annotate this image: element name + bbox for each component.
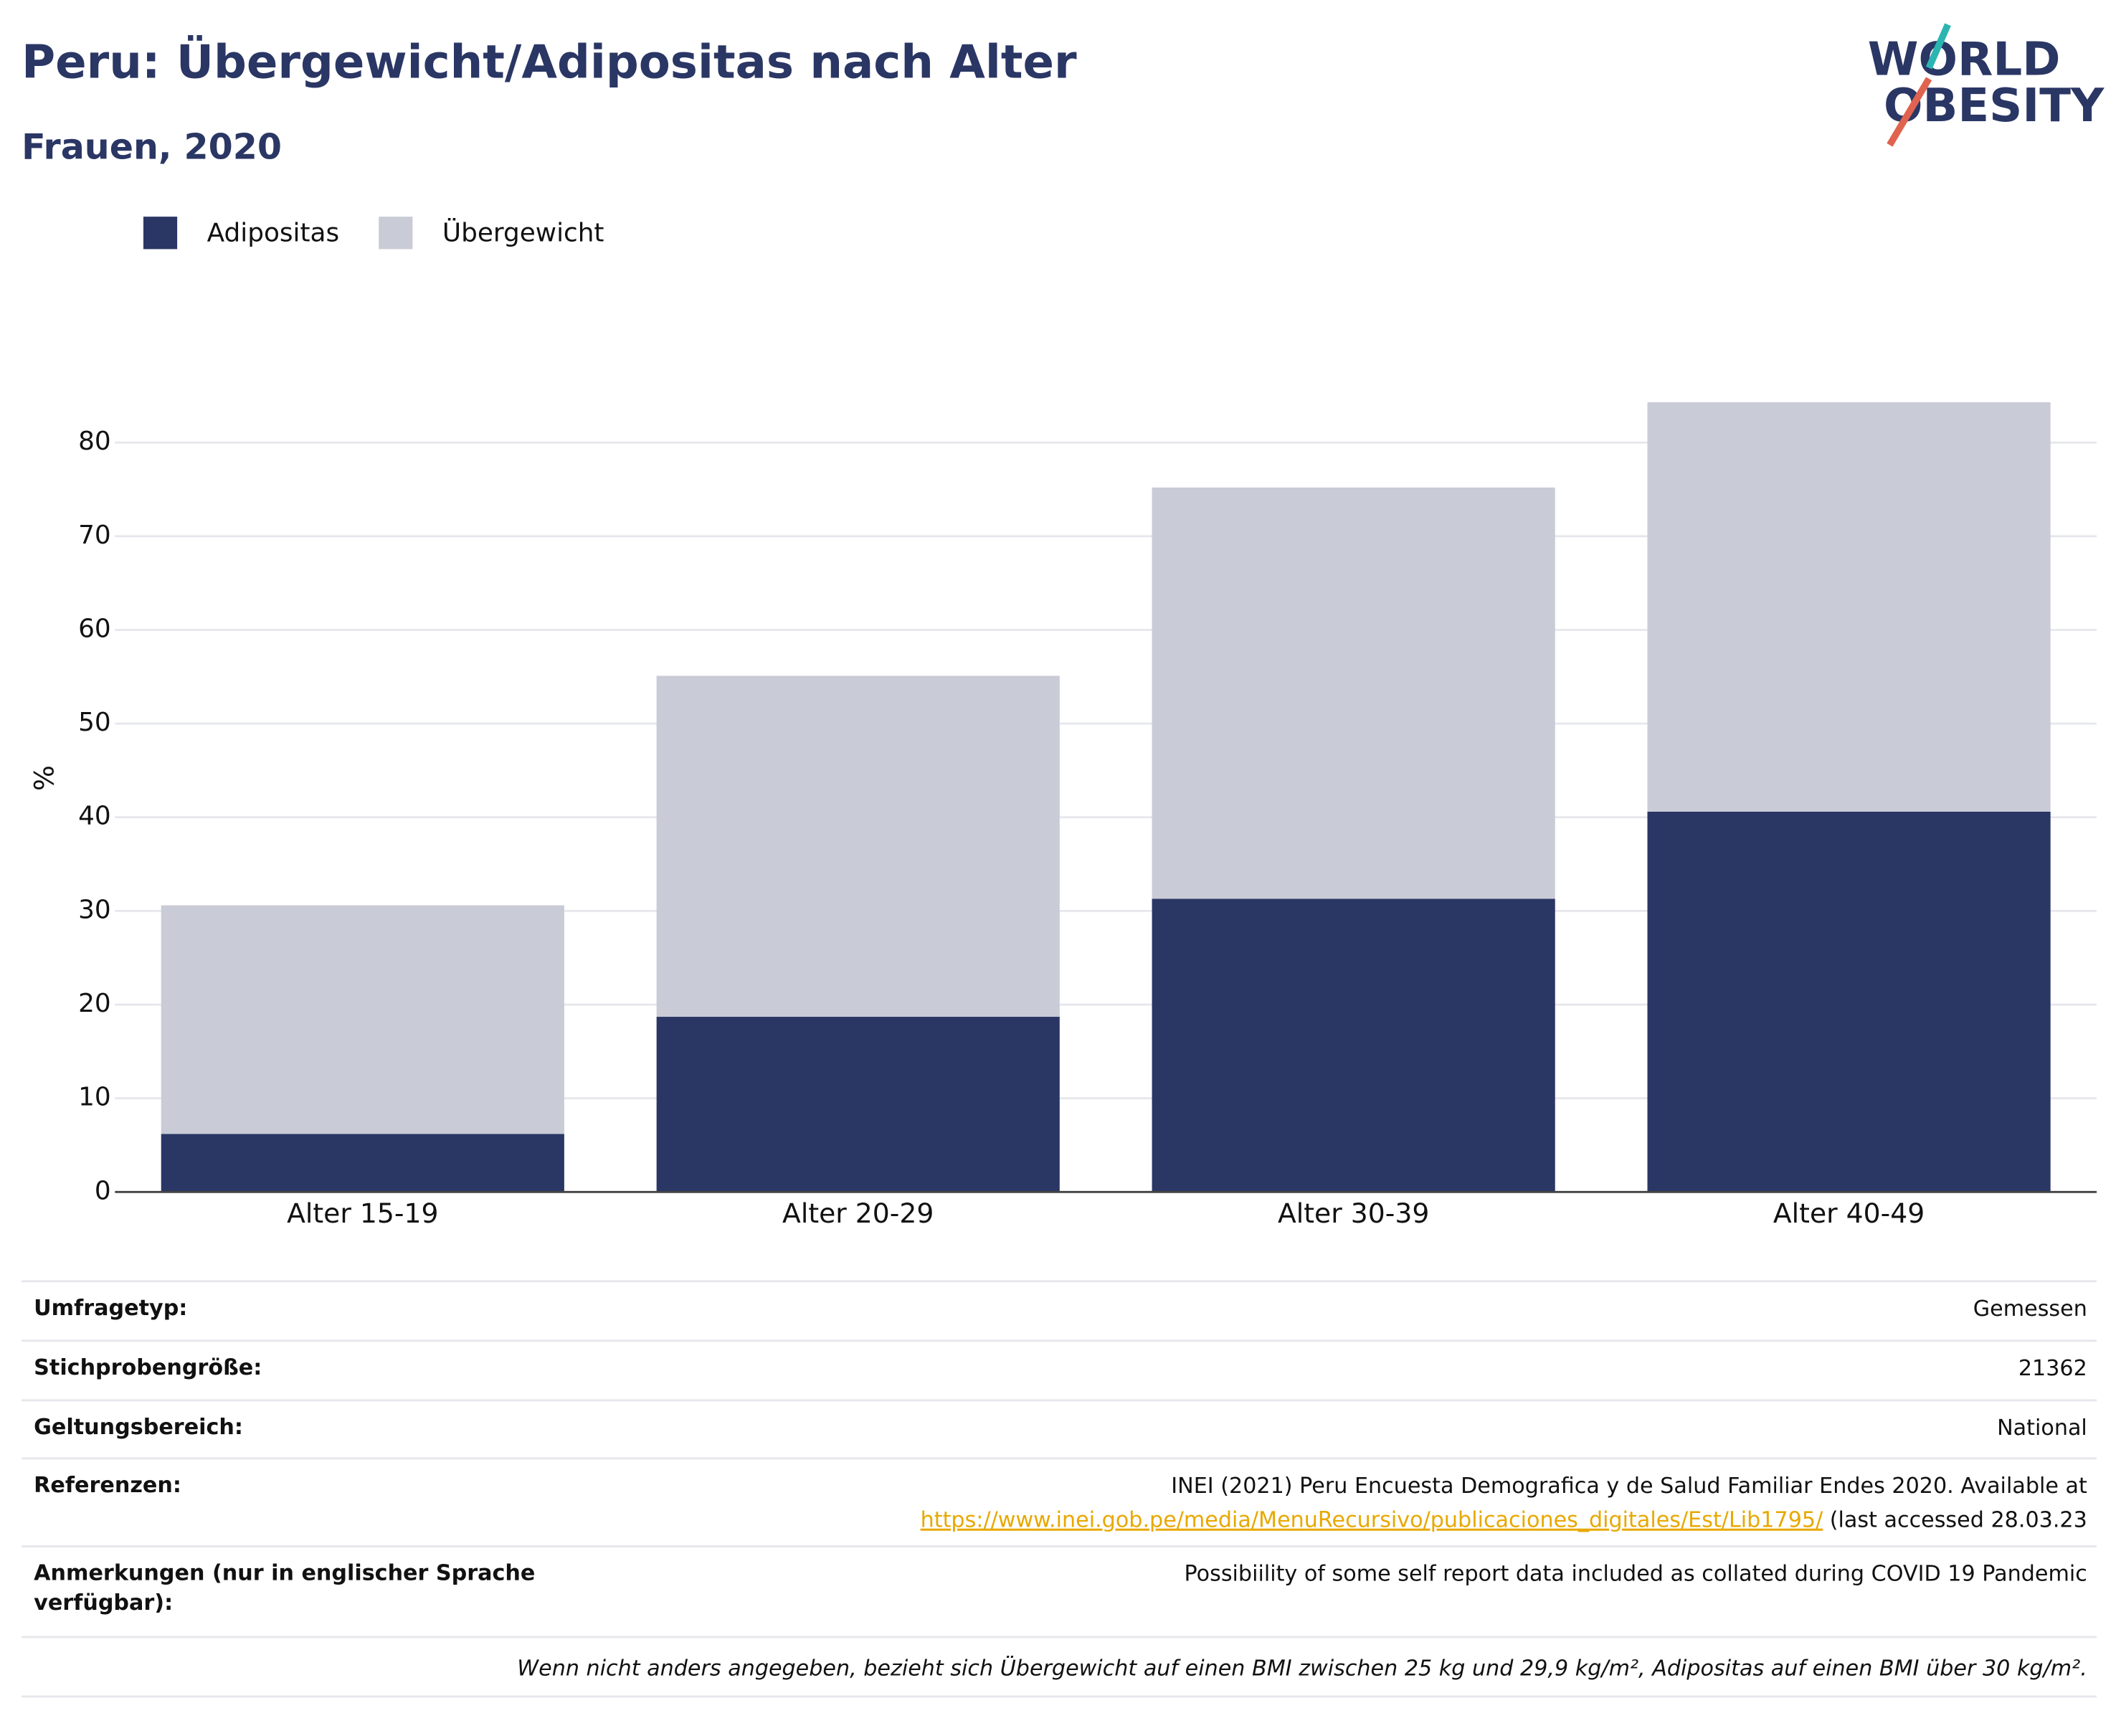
y-tick-label: 10 — [78, 1083, 111, 1112]
bar-segment — [161, 1134, 564, 1192]
row-value: INEI (2021) Peru Encuesta Demografica y … — [1171, 1474, 2087, 1499]
row-label: Referenzen: — [34, 1471, 181, 1498]
row-value: 21362 — [2018, 1356, 2087, 1381]
row-label-box: Umfragetyp: — [34, 1294, 188, 1321]
logo-slash-bottom — [1887, 77, 1932, 147]
x-tick-label: Alter 20-29 — [782, 1197, 934, 1229]
bar-segment — [1647, 402, 2051, 812]
legend-label: Adipositas — [207, 219, 340, 248]
row-value: Gemessen — [1973, 1296, 2087, 1322]
row-label-box: Geltungsbereich: — [34, 1413, 243, 1440]
row-label-box: Referenzen: — [34, 1471, 181, 1498]
y-tick-label: 0 — [95, 1176, 111, 1205]
row-label: Geltungsbereich: — [34, 1413, 243, 1440]
reference-link[interactable]: https://www.inei.gob.pe/media/MenuRecurs… — [921, 1507, 1823, 1532]
logo-line1: WORLD — [1868, 33, 2061, 87]
y-tick-label: 30 — [78, 895, 111, 924]
bar-segment — [656, 675, 1060, 1018]
bar-segment — [1152, 487, 1555, 899]
row-value: Possibiility of some self report data in… — [1185, 1562, 2087, 1587]
reference-line: https://www.inei.gob.pe/media/MenuRecurs… — [921, 1507, 2087, 1532]
bar-segment — [1647, 811, 2051, 1192]
row-label-box: Stichprobengröße: — [34, 1354, 262, 1380]
plot: 0 10 20 30 40 50 60 70 80 Adipositas Übergewicht Al… — [78, 217, 2097, 1229]
x-tick-label: Alter 40-49 — [1773, 1197, 1925, 1229]
row-label: Stichprobengröße: — [34, 1354, 262, 1380]
legend-swatch — [379, 217, 413, 250]
y-tick-label: 60 — [78, 614, 111, 643]
y-tick-label: 20 — [78, 989, 111, 1018]
row-label-box: Anmerkungen (nur in englischer Sprache v… — [34, 1560, 536, 1616]
y-tick-label: 40 — [78, 802, 111, 831]
legend-swatch — [143, 217, 178, 250]
y-tick-label: 70 — [78, 521, 111, 550]
y-tick-label: 80 — [78, 427, 111, 456]
reference-suffix: (last accessed 28.03.23 — [1830, 1507, 2087, 1532]
legend-label: Übergewicht — [442, 218, 604, 248]
logo-slash-top — [1925, 23, 1951, 70]
y-axis-label: % — [29, 765, 60, 791]
x-tick-label: Alter 30-39 — [1278, 1197, 1429, 1229]
x-tick-label: Alter 15-19 — [287, 1197, 438, 1229]
row-label: Umfragetyp: — [34, 1294, 188, 1321]
footnote: Wenn nicht anders angegeben, bezieht sic… — [517, 1655, 2087, 1682]
chart-title: Peru: Übergewicht/Adipositas nach Alter — [22, 34, 1077, 89]
chart-subtitle: Frauen, 2020 — [22, 125, 282, 167]
row-value: National — [1997, 1415, 2087, 1441]
y-tick-label: 50 — [78, 708, 111, 737]
bar-segment — [656, 1017, 1060, 1192]
row-label: Anmerkungen (nur in englischer Sprache v… — [34, 1560, 536, 1616]
bar-segment — [161, 905, 564, 1134]
info-table: Umfragetyp: Gemessen Stichprobengröße: 2136… — [22, 1280, 2097, 1698]
bar-segment — [1152, 898, 1555, 1192]
